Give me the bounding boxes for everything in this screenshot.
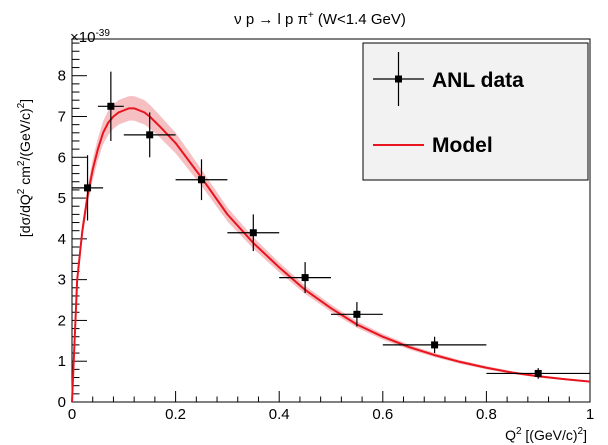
y-tick-label: 5 [58, 190, 66, 207]
data-point-marker [431, 341, 439, 349]
data-point-marker [534, 369, 542, 377]
x-tick-label: 0.8 [476, 406, 497, 423]
legend-marker-square [395, 75, 402, 83]
y-tick-label: 2 [58, 312, 66, 329]
legend-item-model: Model [373, 134, 493, 157]
chart-title: ν p → l p π+ (W<1.4 GeV) [234, 10, 406, 28]
data-point [175, 159, 228, 201]
y-tick-label: 4 [58, 231, 66, 248]
x-tick-label: 1 [586, 406, 594, 423]
data-point-marker [198, 176, 205, 184]
data-point-marker [107, 102, 115, 110]
plot-area: 0 0.2 0.4 0.6 0.8 1 0 1 2 3 4 5 6 7 8 [58, 38, 594, 423]
y-tick-label: 0 [58, 394, 66, 411]
x-axis-label: Q2 [(GeV/c)2] [505, 426, 587, 443]
legend-box [362, 42, 589, 181]
legend-item-anl-data: ANL data [373, 52, 524, 106]
data-point-marker [249, 229, 257, 237]
x-tick-label: 0.2 [165, 406, 186, 423]
y-tick-label: 6 [58, 149, 66, 166]
legend-label-anl-data: ANL data [432, 69, 524, 92]
data-point-marker [146, 131, 154, 139]
x-tick-label: 0 [68, 406, 76, 423]
data-point [279, 262, 331, 294]
data-point [123, 112, 176, 158]
data-point [227, 214, 280, 252]
data-point [486, 368, 590, 379]
y-tick-label: 8 [58, 68, 66, 85]
legend-label-model: Model [432, 134, 493, 157]
data-point-marker [84, 184, 92, 192]
y-tick-label: 3 [58, 272, 66, 289]
data-point-marker [353, 310, 361, 318]
data-point-marker [301, 274, 309, 282]
y-tick-label: 7 [58, 108, 66, 125]
y-tick-label: 1 [58, 353, 66, 370]
x-tick-label: 0.6 [372, 406, 393, 423]
data-point [331, 302, 383, 327]
y-multiplier: ×10-39 [70, 28, 110, 46]
data-point [72, 155, 104, 221]
data-point [97, 71, 124, 141]
legend: ANL data Model [362, 42, 589, 181]
y-axis-label: [dσ/dQ2 cm2/(GeV/c)2] [16, 99, 33, 237]
x-tick-label: 0.4 [269, 406, 290, 423]
plot-frame [71, 38, 591, 403]
data-point [382, 336, 487, 354]
